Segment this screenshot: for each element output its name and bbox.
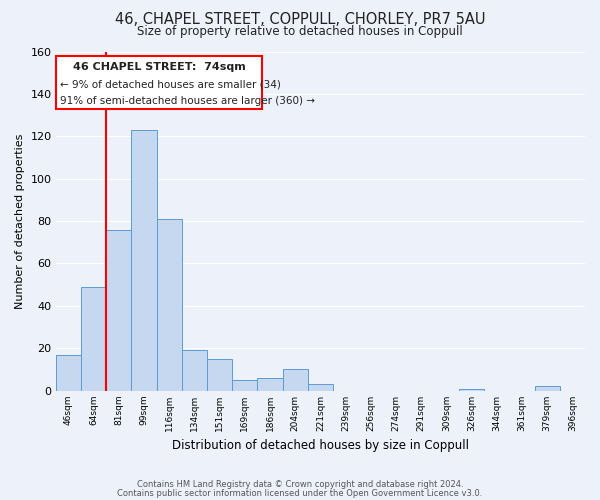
Text: 91% of semi-detached houses are larger (360) →: 91% of semi-detached houses are larger (… — [59, 96, 314, 106]
Bar — [459, 388, 484, 390]
Y-axis label: Number of detached properties: Number of detached properties — [15, 134, 25, 308]
Text: 46, CHAPEL STREET, COPPULL, CHORLEY, PR7 5AU: 46, CHAPEL STREET, COPPULL, CHORLEY, PR7… — [115, 12, 485, 28]
Bar — [157, 219, 182, 390]
Bar — [535, 386, 560, 390]
Bar — [232, 380, 257, 390]
Bar — [283, 370, 308, 390]
Bar — [56, 354, 81, 390]
Bar — [106, 230, 131, 390]
Text: Contains public sector information licensed under the Open Government Licence v3: Contains public sector information licen… — [118, 488, 482, 498]
X-axis label: Distribution of detached houses by size in Coppull: Distribution of detached houses by size … — [172, 440, 469, 452]
Bar — [257, 378, 283, 390]
Text: ← 9% of detached houses are smaller (34): ← 9% of detached houses are smaller (34) — [59, 79, 281, 89]
Bar — [207, 359, 232, 390]
Text: Size of property relative to detached houses in Coppull: Size of property relative to detached ho… — [137, 25, 463, 38]
FancyBboxPatch shape — [56, 56, 262, 108]
Bar — [308, 384, 333, 390]
Bar — [131, 130, 157, 390]
Text: Contains HM Land Registry data © Crown copyright and database right 2024.: Contains HM Land Registry data © Crown c… — [137, 480, 463, 489]
Bar — [182, 350, 207, 391]
Bar — [81, 287, 106, 391]
Text: 46 CHAPEL STREET:  74sqm: 46 CHAPEL STREET: 74sqm — [73, 62, 245, 72]
